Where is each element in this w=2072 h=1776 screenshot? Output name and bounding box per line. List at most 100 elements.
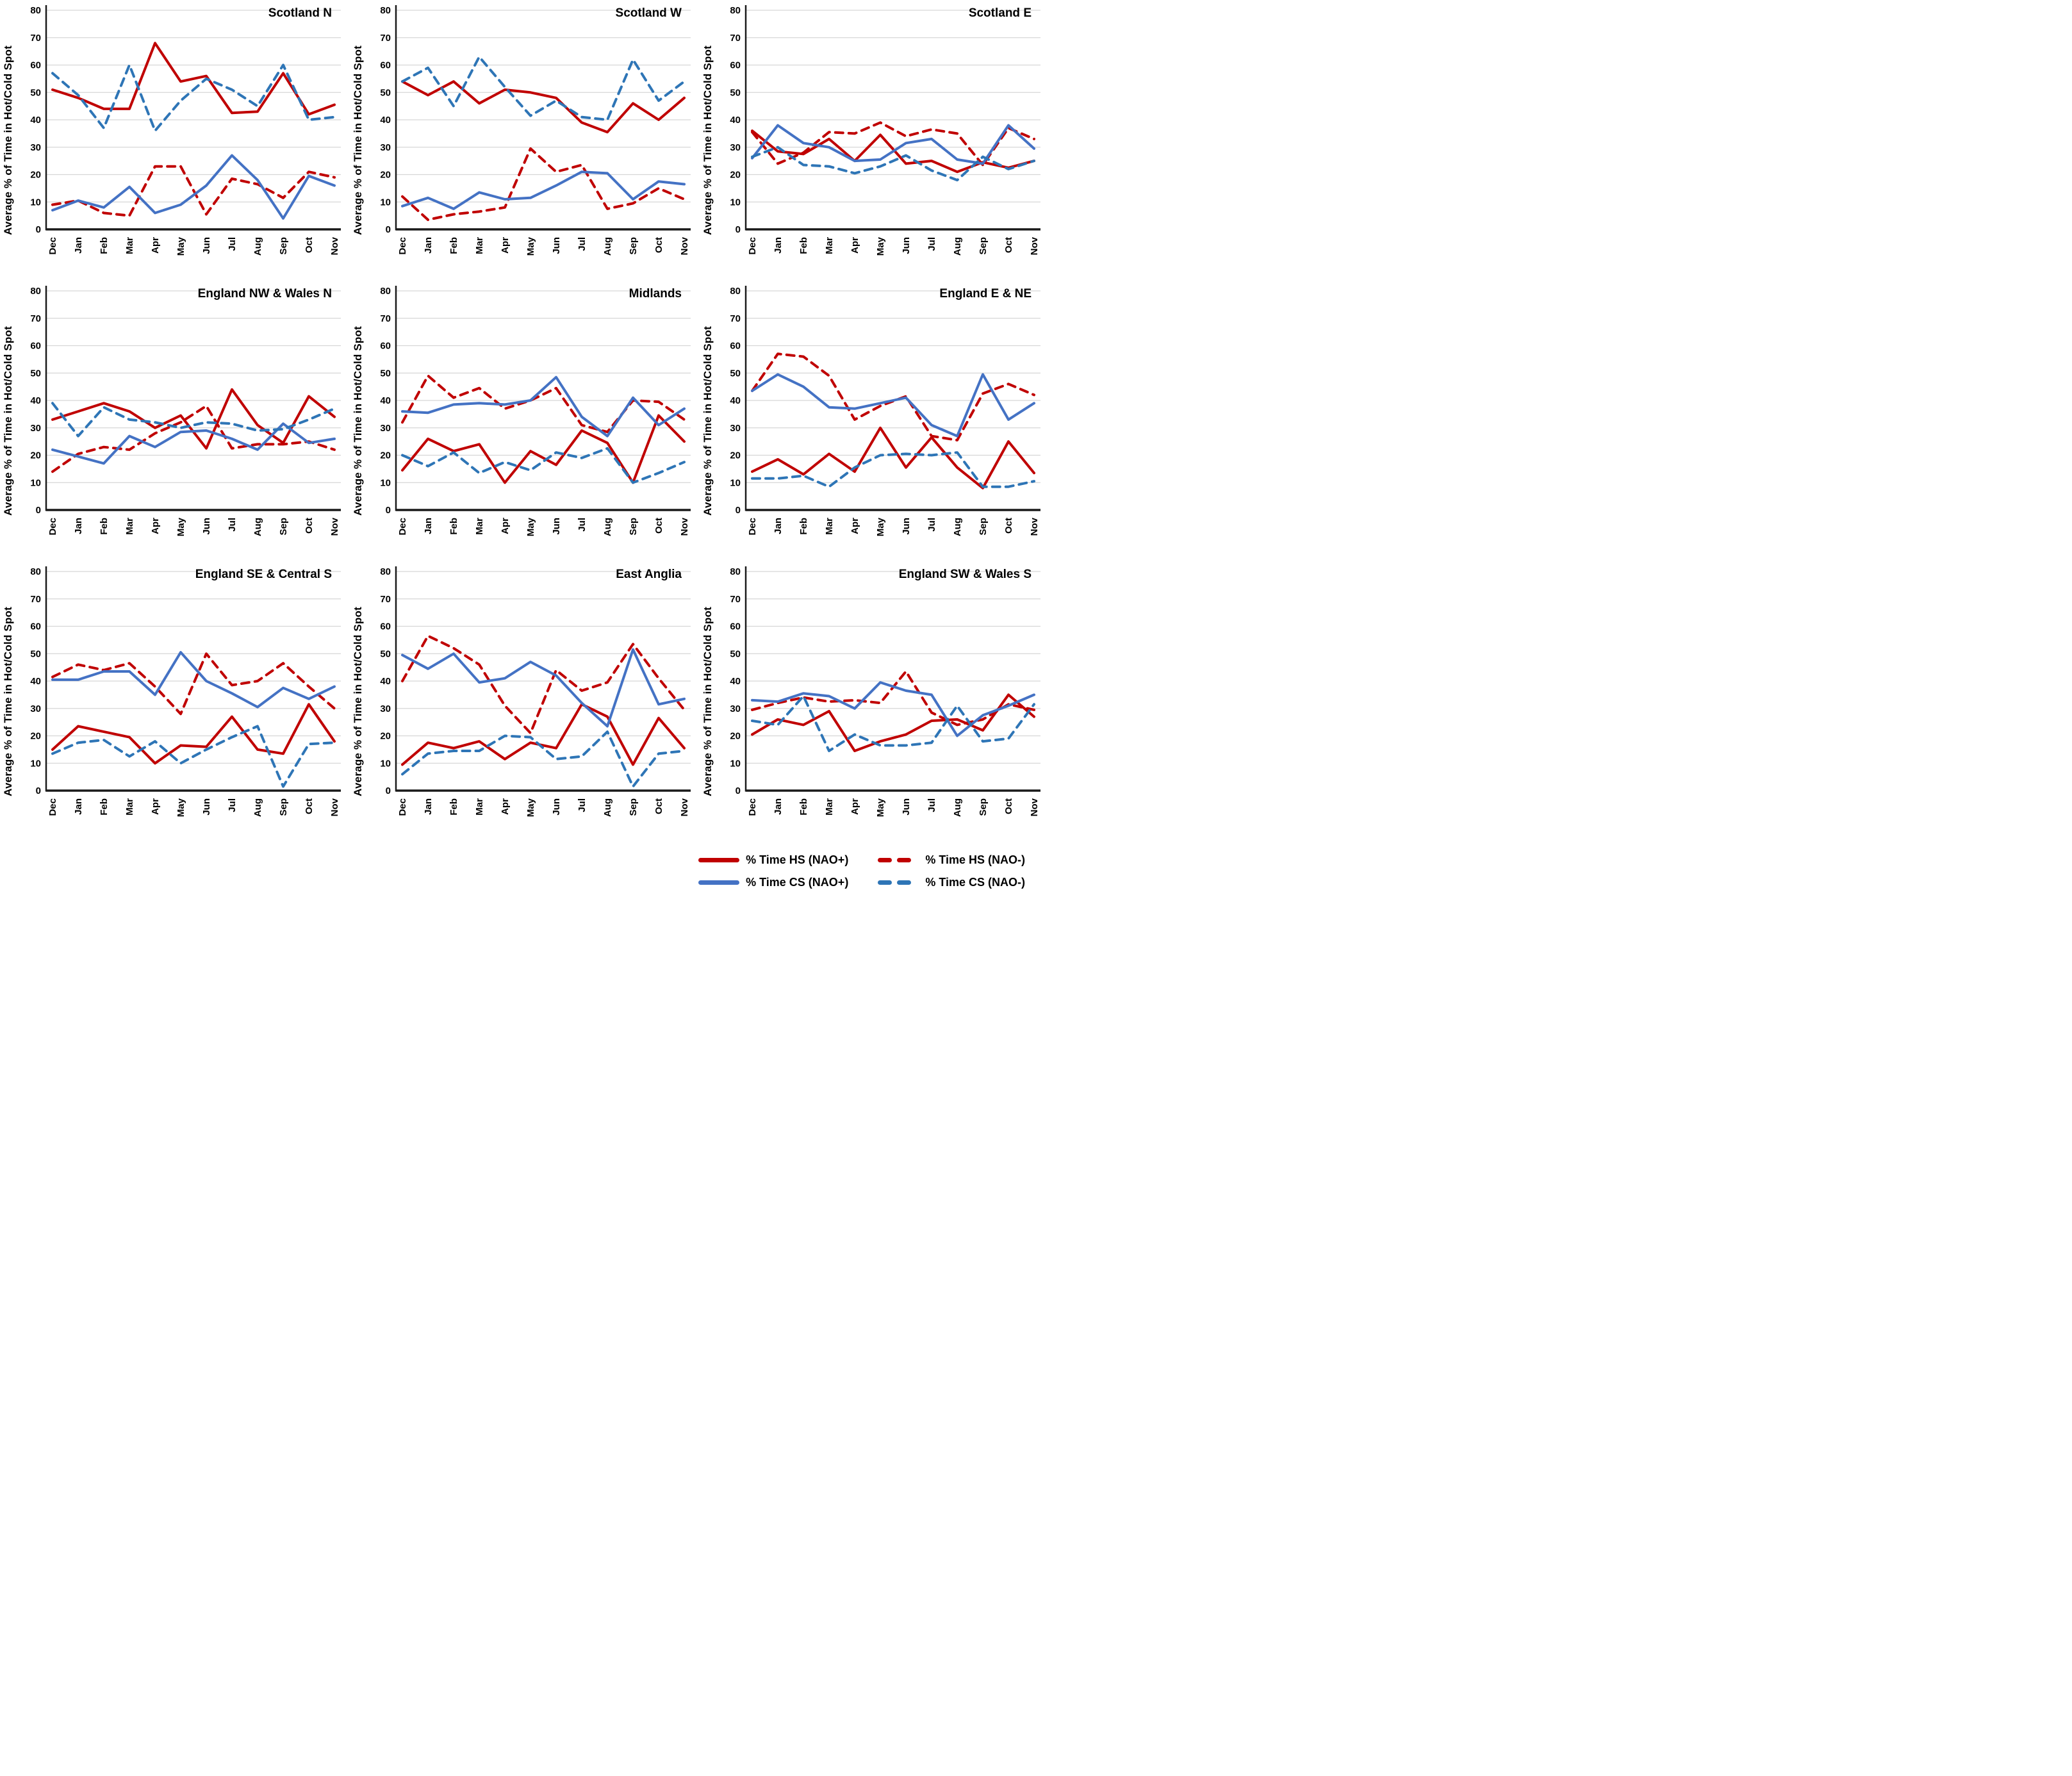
series-line-0-solid (51, 703, 336, 765)
y-tick-label-80: 80 (380, 566, 391, 577)
y-tick-label-10: 10 (30, 477, 41, 488)
y-tick-label-50: 50 (30, 87, 41, 98)
x-tick-label-dec: Dec (397, 798, 408, 816)
y-tick-label-40: 40 (30, 676, 41, 687)
x-tick-label-feb: Feb (448, 798, 459, 816)
x-tick-label-jul: Jul (577, 237, 588, 251)
chart-title: England E & NE (939, 287, 1032, 300)
chart-panel-scotland-w: Scotland W Average % of Time in Hot/Cold… (350, 0, 700, 281)
chart-panel-scotland-e: Scotland E Average % of Time in Hot/Cold… (700, 0, 1049, 281)
y-tick-label-0: 0 (386, 505, 391, 516)
y-tick-label-80: 80 (30, 5, 41, 16)
x-tick-label-may: May (525, 517, 536, 536)
x-tick-label-mar: Mar (124, 518, 135, 535)
y-tick-label-30: 30 (730, 142, 741, 153)
y-tick-label-70: 70 (30, 313, 41, 324)
x-tick-label-aug: Aug (252, 518, 263, 536)
x-tick-label-mar: Mar (824, 518, 835, 535)
x-tick-label-may: May (525, 236, 536, 256)
series-line-1-dashed (401, 374, 686, 434)
y-tick-label-20: 20 (380, 731, 391, 742)
y-tick-label-0: 0 (736, 224, 741, 235)
chart-title: England NW & Wales N (197, 287, 332, 300)
y-tick-label-20: 20 (30, 731, 41, 742)
chart-title: England SE & Central S (195, 568, 332, 581)
y-tick-label-0: 0 (736, 785, 741, 796)
x-tick-label-feb: Feb (99, 798, 110, 816)
x-tick-label-feb: Feb (798, 237, 809, 254)
x-tick-label-dec: Dec (47, 518, 58, 536)
legend-item-hs-nao-minus: % Time HS (NAO-) (878, 853, 1025, 867)
y-tick-label-50: 50 (380, 87, 391, 98)
y-tick-label-10: 10 (730, 197, 741, 208)
series-line-3-dashed (51, 402, 336, 438)
x-tick-label-jul: Jul (227, 237, 238, 251)
legend-swatch-bar (878, 858, 892, 862)
y-tick-label-20: 20 (380, 170, 391, 181)
y-tick-label-80: 80 (730, 5, 741, 16)
series-line-0-solid (751, 426, 1035, 489)
x-tick-label-nov: Nov (329, 236, 340, 255)
x-tick-label-sep: Sep (628, 237, 639, 255)
y-tick-label-80: 80 (30, 286, 41, 297)
y-tick-label-0: 0 (736, 505, 741, 516)
line-chart-canvas: 0 10 20 30 40 50 60 70 80 Dec Jan Feb Mar Apr May Jun Ju… (730, 5, 1040, 256)
x-tick-label-jun: Jun (901, 518, 912, 535)
x-tick-label-oct: Oct (654, 237, 664, 253)
y-tick-label-40: 40 (380, 115, 391, 126)
y-tick-label-60: 60 (380, 621, 391, 632)
series-line-0-solid (51, 388, 336, 450)
hs-nao-plus-solid-line-swatch (698, 858, 740, 862)
y-tick-label-30: 30 (30, 703, 41, 714)
y-axis-label: Average % of Time in Hot/Cold Spot (2, 45, 14, 235)
y-tick-label-40: 40 (730, 115, 741, 126)
y-axis-label: Average % of Time in Hot/Cold Spot (2, 326, 14, 516)
y-tick-label-10: 10 (380, 477, 391, 488)
x-tick-label-jun: Jun (201, 798, 212, 816)
x-tick-label-sep: Sep (278, 798, 289, 816)
x-tick-label-aug: Aug (252, 798, 263, 817)
chart-panel-england-e-ne: England E & NE Average % of Time in Hot/… (700, 281, 1049, 561)
chart-panel-scotland-n: Scotland N Average % of Time in Hot/Cold… (0, 0, 350, 281)
x-tick-label-mar: Mar (474, 518, 485, 535)
x-tick-label-oct: Oct (1003, 518, 1014, 534)
y-tick-label-60: 60 (30, 621, 41, 632)
y-tick-label-70: 70 (380, 594, 391, 605)
y-tick-label-20: 20 (730, 731, 741, 742)
x-tick-label-jul: Jul (227, 798, 238, 812)
x-tick-label-nov: Nov (1029, 236, 1040, 255)
x-tick-label-jan: Jan (773, 237, 784, 254)
x-tick-label-sep: Sep (978, 798, 989, 816)
x-tick-label-aug: Aug (252, 237, 263, 256)
series-line-0-solid (401, 80, 686, 134)
legend-swatch-bar (878, 880, 892, 885)
series-line-2-solid (51, 154, 336, 220)
y-tick-label-70: 70 (380, 33, 391, 44)
x-tick-label-nov: Nov (679, 517, 690, 536)
x-tick-label-apr: Apr (500, 798, 511, 815)
x-tick-label-oct: Oct (1003, 798, 1014, 814)
y-tick-label-30: 30 (730, 703, 741, 714)
y-tick-label-30: 30 (30, 142, 41, 153)
x-tick-label-dec: Dec (47, 237, 58, 255)
y-tick-label-50: 50 (380, 648, 391, 659)
y-tick-label-30: 30 (380, 703, 391, 714)
legend-item-cs-nao-minus: % Time CS (NAO-) (878, 876, 1025, 889)
x-tick-label-jul: Jul (577, 798, 588, 812)
series-line-2-solid (401, 648, 686, 728)
x-tick-label-jun: Jun (901, 798, 912, 816)
x-tick-label-oct: Oct (304, 237, 315, 253)
x-tick-label-mar: Mar (124, 798, 135, 816)
y-axis-label: Average % of Time in Hot/Cold Spot (702, 607, 714, 796)
hs-nao-minus-dashed-line-swatch (878, 858, 919, 862)
chart-title: Scotland E (968, 6, 1032, 20)
cs-nao-plus-solid-line-swatch (698, 880, 740, 885)
x-tick-label-sep: Sep (278, 237, 289, 255)
x-tick-label-jan: Jan (423, 518, 434, 534)
y-tick-label-0: 0 (386, 224, 391, 235)
legend-label: % Time CS (NAO+) (746, 876, 849, 889)
x-tick-label-may: May (176, 798, 186, 817)
series-line-1-dashed (51, 165, 336, 217)
x-tick-label-jun: Jun (201, 237, 212, 254)
series-line-0-solid (401, 414, 686, 484)
